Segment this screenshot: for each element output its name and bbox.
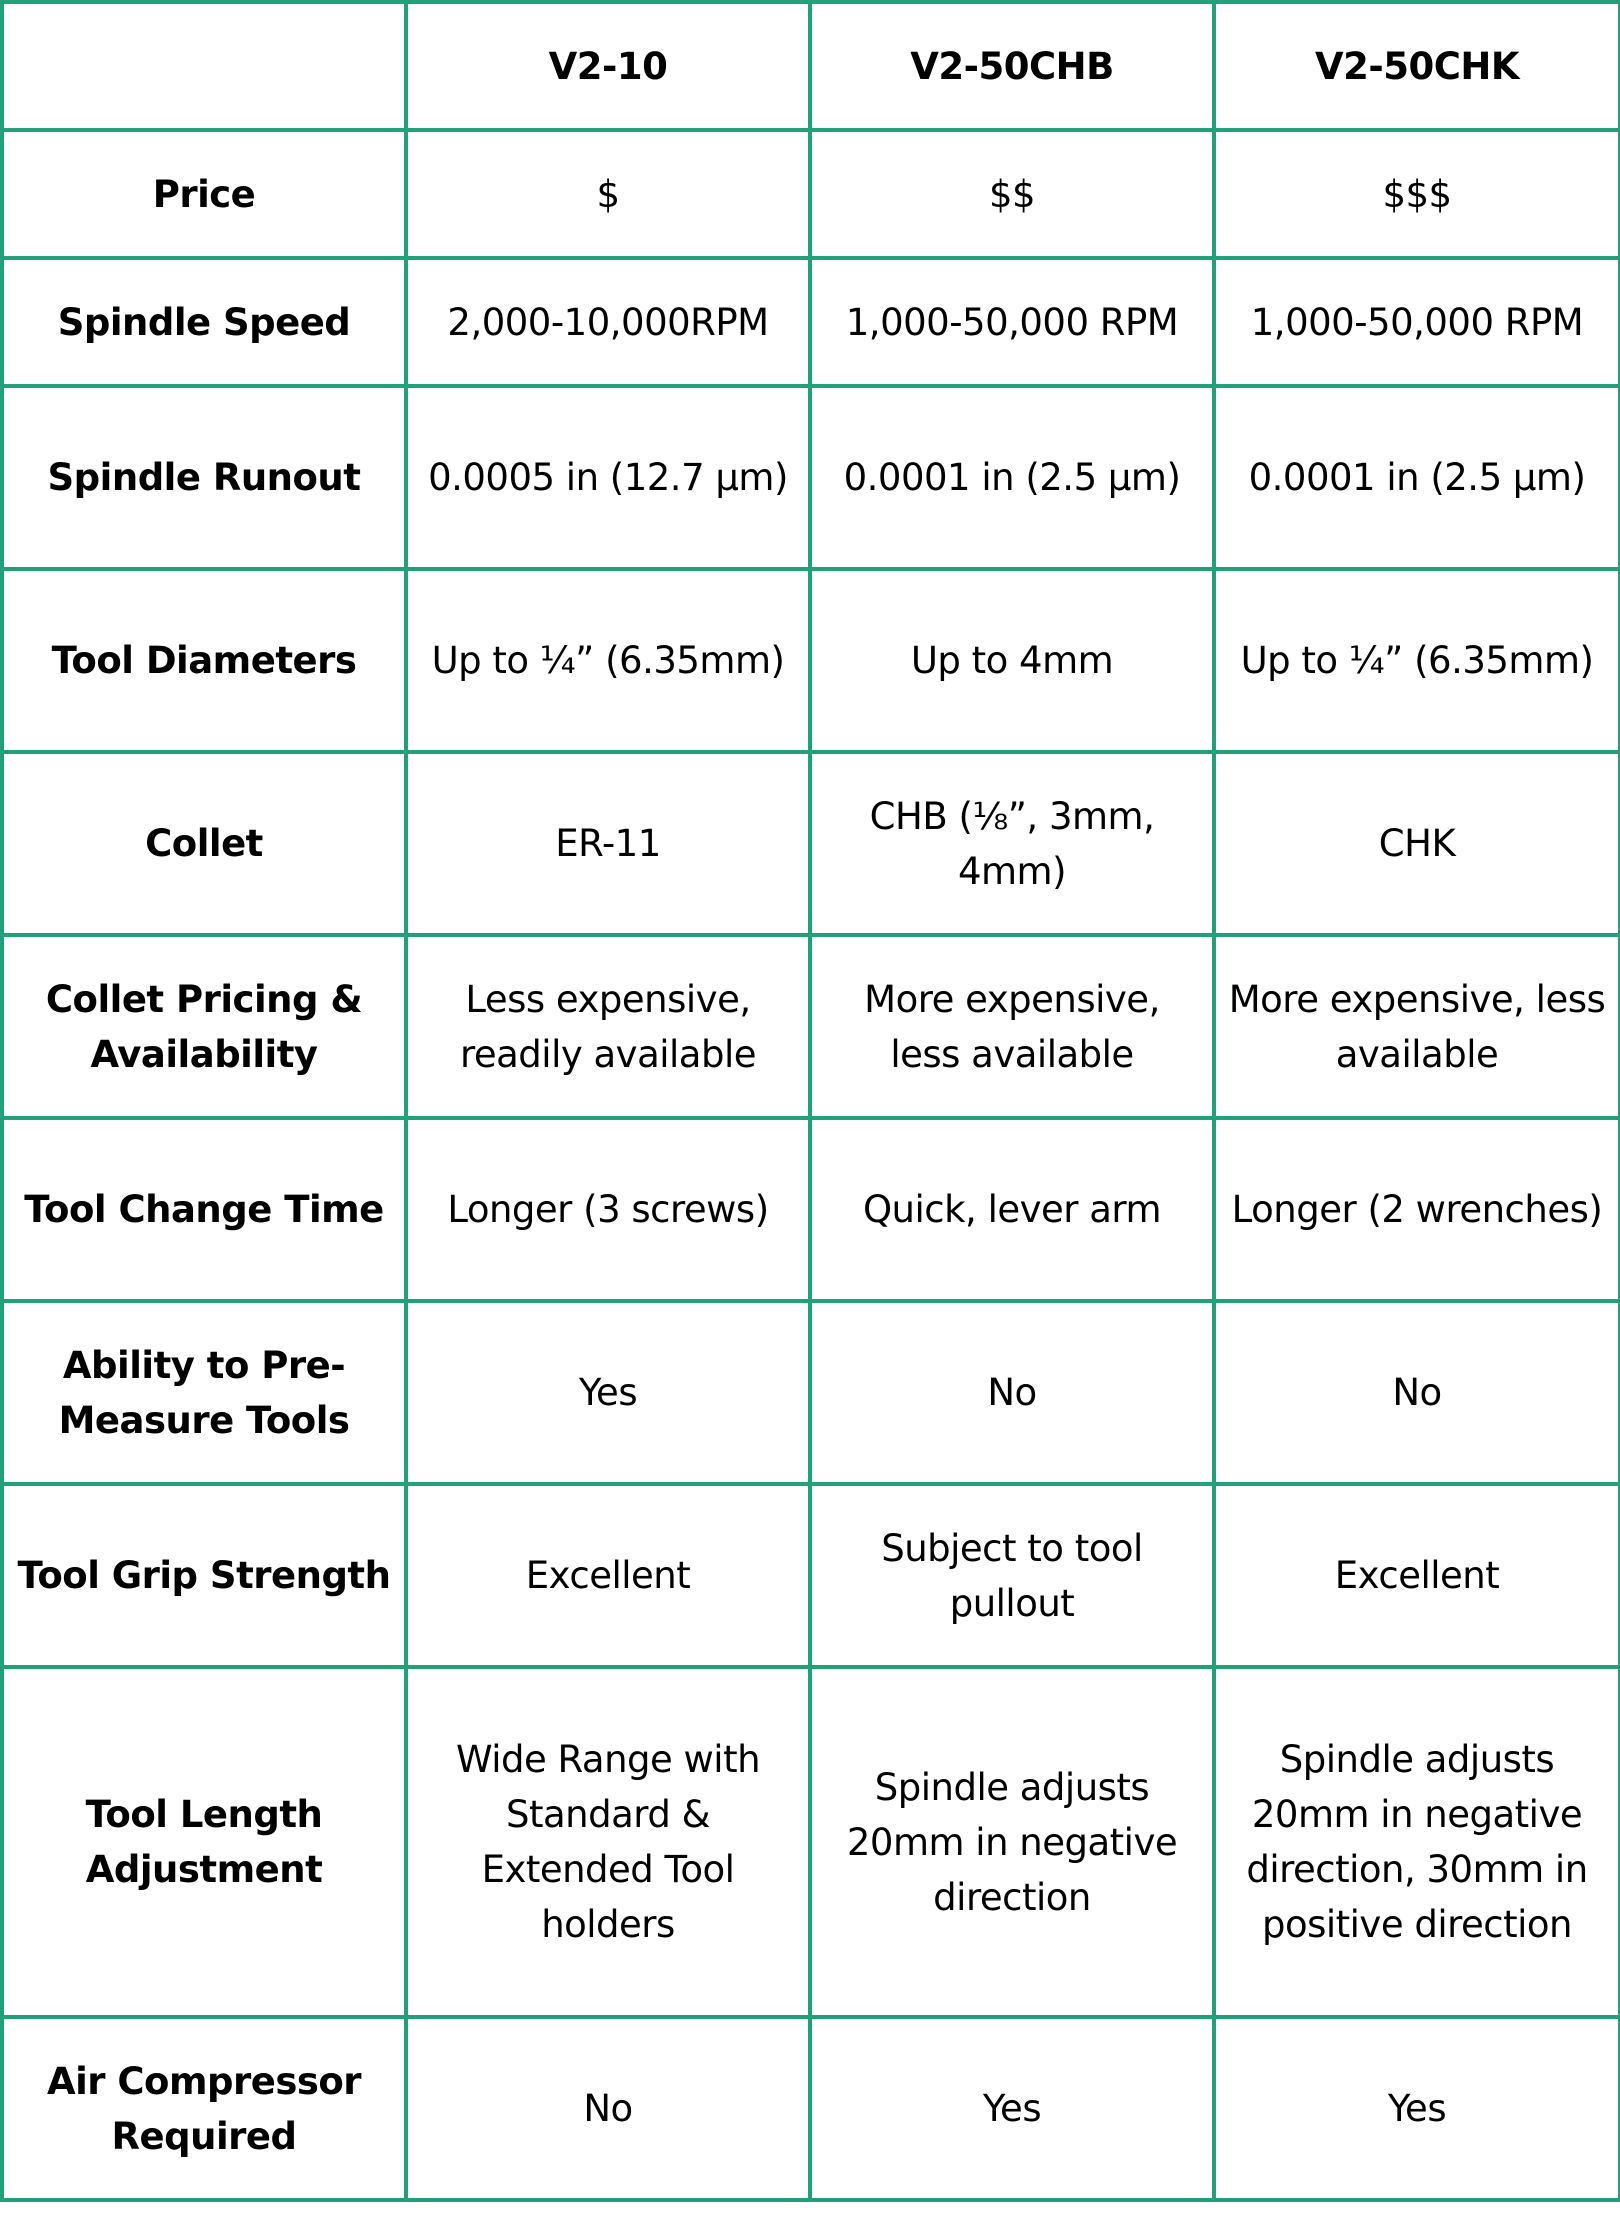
cell: ER-11 [404, 750, 812, 937]
cell: Wide Range with Standard & Extended Tool… [404, 1665, 812, 2019]
column-header-v2-50chk: V2-50CHK [1212, 0, 1620, 132]
row-label: Tool Length Adjustment [0, 1665, 408, 2019]
cell: More expensive, less available [808, 933, 1216, 1120]
cell: Longer (2 wrenches) [1212, 1116, 1620, 1303]
table-row-spindle-runout: Spindle Runout 0.0005 in (12.7 μm) 0.000… [0, 384, 1620, 571]
table-row-tool-length: Tool Length Adjustment Wide Range with S… [0, 1665, 1620, 2019]
table-row-tool-grip: Tool Grip Strength Excellent Subject to … [0, 1482, 1620, 1669]
column-header-v2-10: V2-10 [404, 0, 812, 132]
table-row-air-compressor: Air Compressor Required No Yes Yes [0, 2015, 1620, 2202]
cell: Spindle adjusts 20mm in negative directi… [1212, 1665, 1620, 2019]
cell: Yes [808, 2015, 1216, 2202]
cell: Spindle adjusts 20mm in negative directi… [808, 1665, 1216, 2019]
table-row-tool-change-time: Tool Change Time Longer (3 screws) Quick… [0, 1116, 1620, 1303]
row-label: Tool Change Time [0, 1116, 408, 1303]
row-label: Price [0, 128, 408, 260]
row-label: Tool Grip Strength [0, 1482, 408, 1669]
table-row-collet: Collet ER-11 CHB (⅛”, 3mm, 4mm) CHK [0, 750, 1620, 937]
row-label: Collet [0, 750, 408, 937]
cell: Quick, lever arm [808, 1116, 1216, 1303]
column-header-v2-50chb: V2-50CHB [808, 0, 1216, 132]
table-row-collet-pricing: Collet Pricing & Availability Less expen… [0, 933, 1620, 1120]
cell: Up to ¼” (6.35mm) [404, 567, 812, 754]
table-row-spindle-speed: Spindle Speed 2,000-10,000RPM 1,000-50,0… [0, 256, 1620, 388]
cell: Up to ¼” (6.35mm) [1212, 567, 1620, 754]
cell: 0.0001 in (2.5 μm) [808, 384, 1216, 571]
cell: Less expensive, readily available [404, 933, 812, 1120]
cell: Up to 4mm [808, 567, 1216, 754]
cell: 2,000-10,000RPM [404, 256, 812, 388]
row-label: Spindle Speed [0, 256, 408, 388]
cell: CHB (⅛”, 3mm, 4mm) [808, 750, 1216, 937]
cell: 0.0005 in (12.7 μm) [404, 384, 812, 571]
cell: Excellent [404, 1482, 812, 1669]
cell: Excellent [1212, 1482, 1620, 1669]
cell: 1,000-50,000 RPM [808, 256, 1216, 388]
cell: More expensive, less available [1212, 933, 1620, 1120]
cell: $$ [808, 128, 1216, 260]
cell: Subject to tool pullout [808, 1482, 1216, 1669]
cell: No [404, 2015, 812, 2202]
cell: CHK [1212, 750, 1620, 937]
table-row-pre-measure: Ability to Pre-Measure Tools Yes No No [0, 1299, 1620, 1486]
cell: $ [404, 128, 812, 260]
cell: 0.0001 in (2.5 μm) [1212, 384, 1620, 571]
header-row: V2-10 V2-50CHB V2-50CHK [0, 0, 1620, 132]
cell: $$$ [1212, 128, 1620, 260]
row-label: Ability to Pre-Measure Tools [0, 1299, 408, 1486]
cell: No [1212, 1299, 1620, 1486]
cell: Longer (3 screws) [404, 1116, 812, 1303]
row-label: Air Compressor Required [0, 2015, 408, 2202]
cell: No [808, 1299, 1216, 1486]
cell: Yes [1212, 2015, 1620, 2202]
cell: 1,000-50,000 RPM [1212, 256, 1620, 388]
row-label: Tool Diameters [0, 567, 408, 754]
table-row-tool-diameters: Tool Diameters Up to ¼” (6.35mm) Up to 4… [0, 567, 1620, 754]
corner-cell [0, 0, 408, 132]
table-row-price: Price $ $$ $$$ [0, 128, 1620, 260]
row-label: Collet Pricing & Availability [0, 933, 408, 1120]
cell: Yes [404, 1299, 812, 1486]
row-label: Spindle Runout [0, 384, 408, 571]
